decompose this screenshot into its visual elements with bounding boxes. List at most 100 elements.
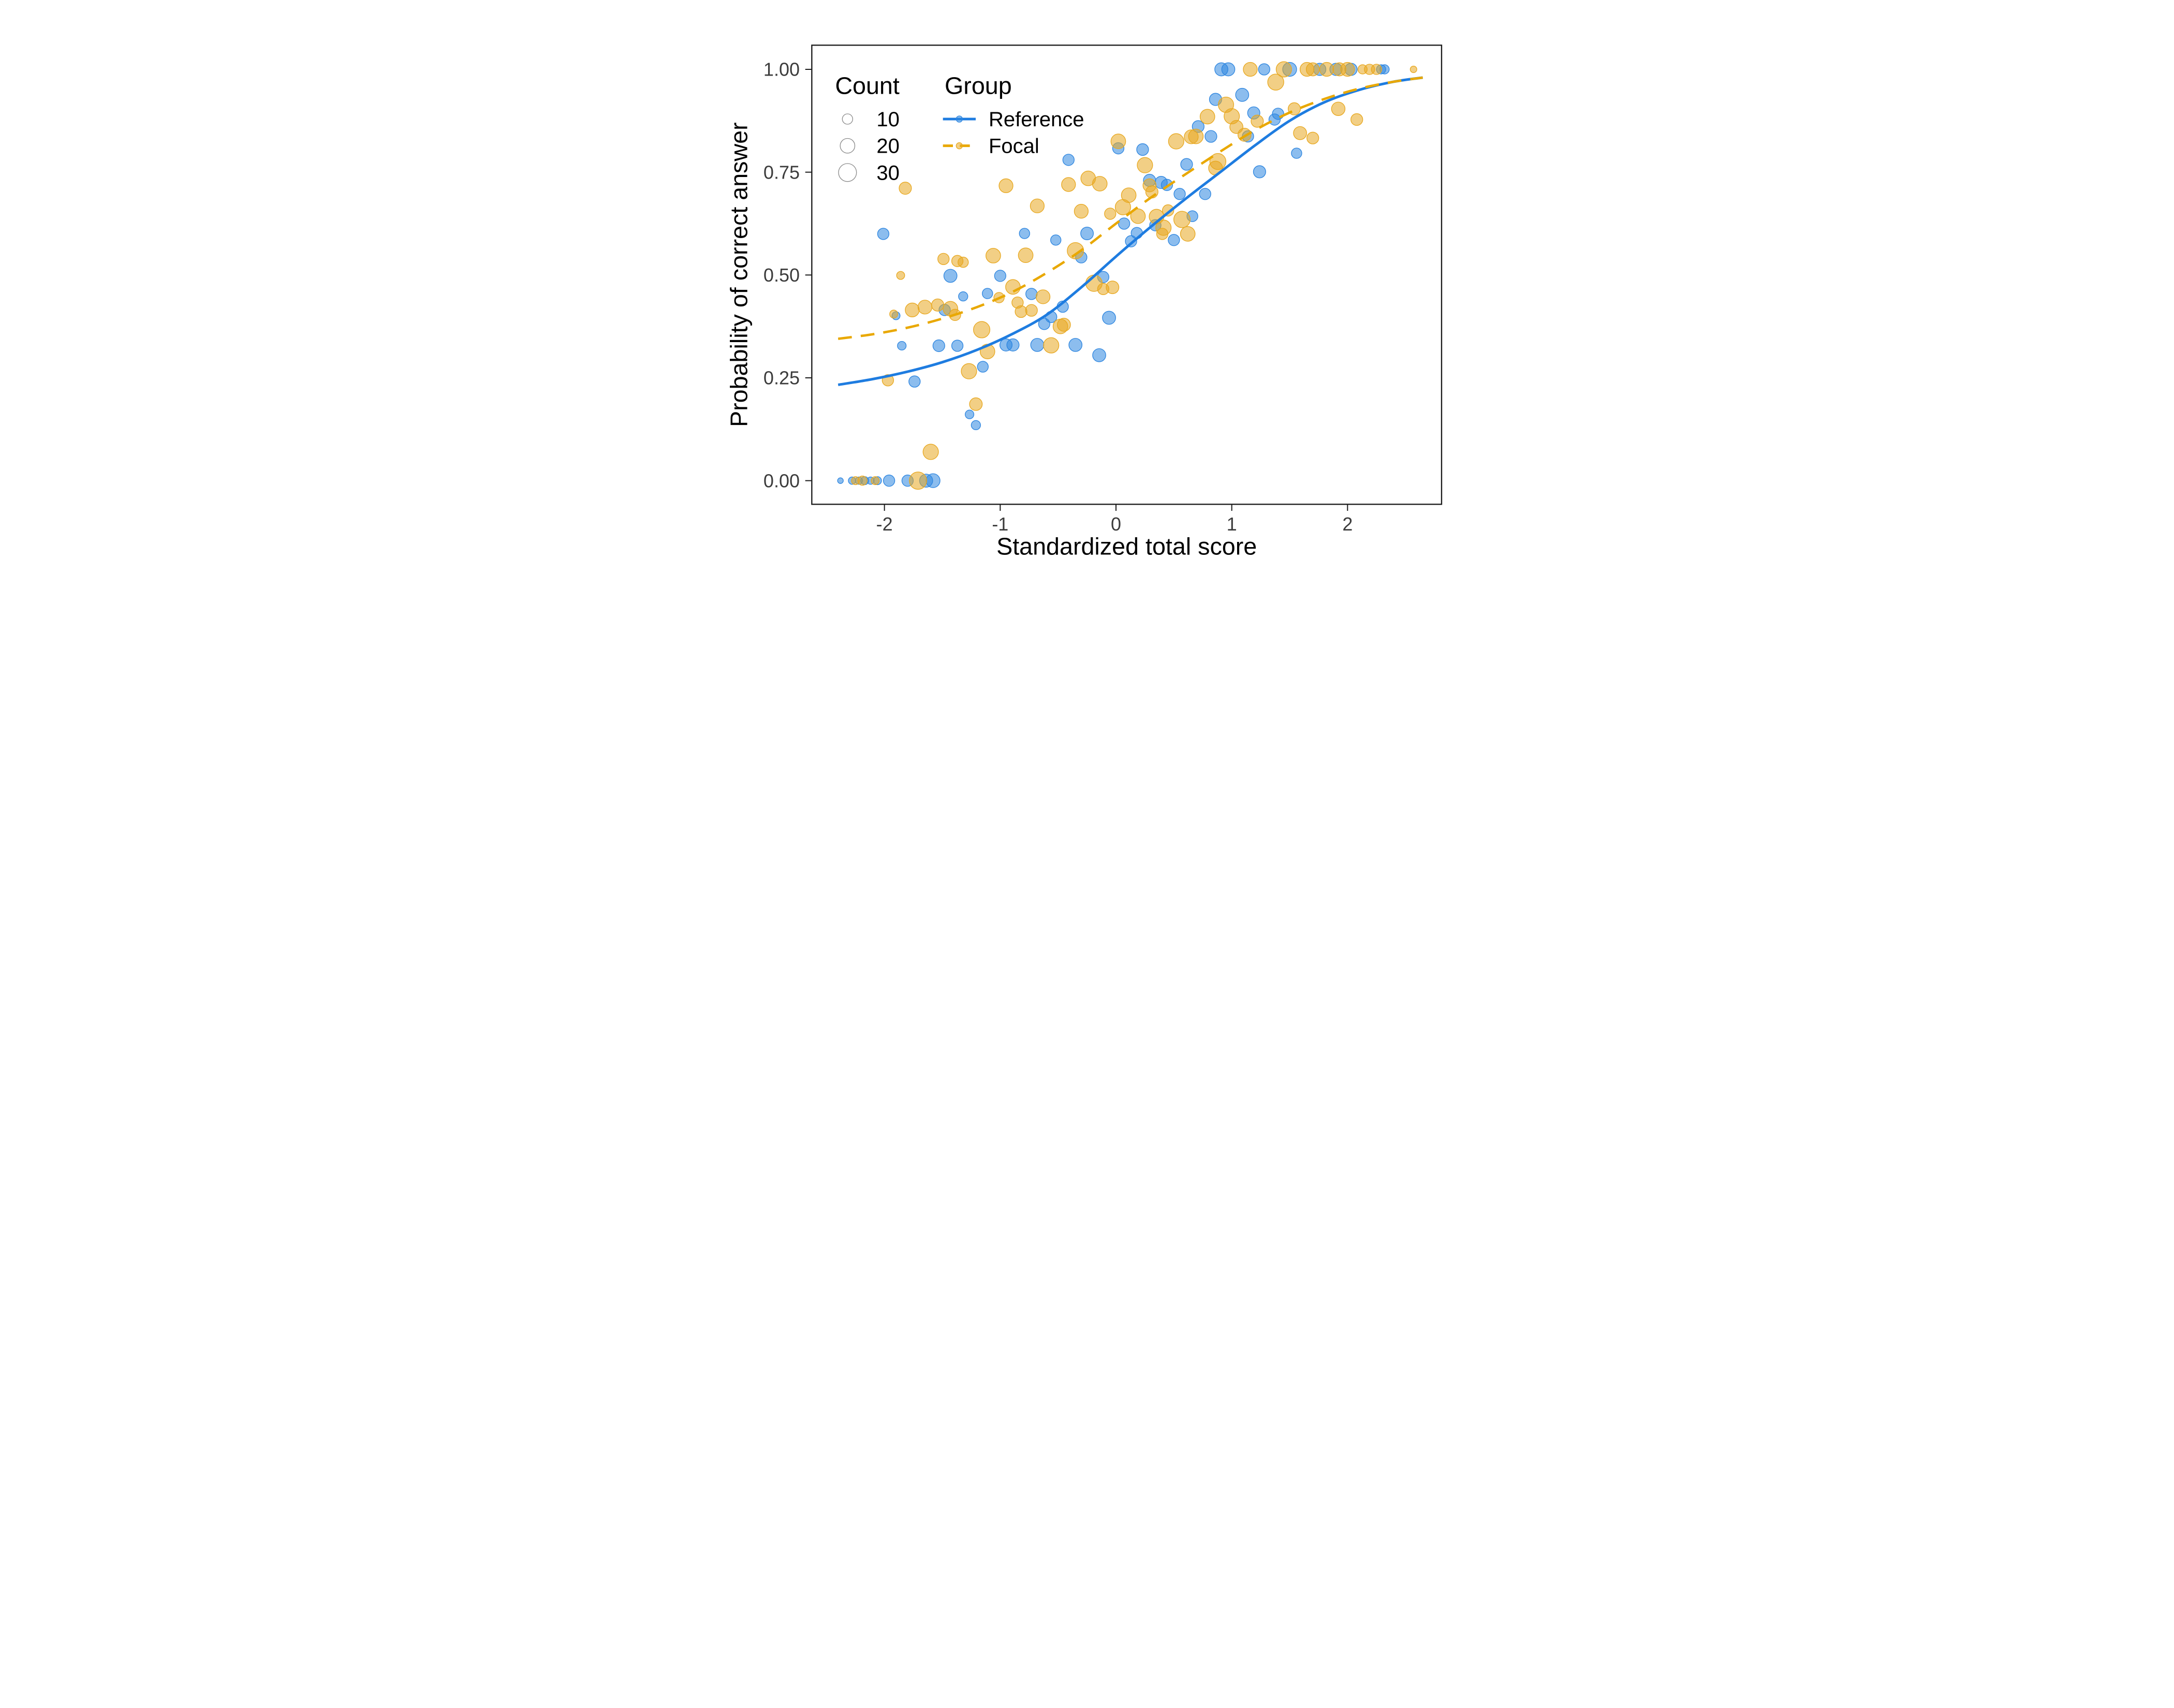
data-point-reference bbox=[1125, 235, 1137, 247]
legend-group-items: Reference Focal bbox=[943, 108, 1084, 158]
data-point-focal bbox=[889, 310, 898, 319]
data-point-reference bbox=[1199, 188, 1211, 200]
data-point-reference bbox=[951, 340, 964, 352]
data-point-focal bbox=[1173, 211, 1191, 228]
data-point-focal bbox=[1043, 337, 1060, 354]
data-point-reference bbox=[1204, 130, 1217, 143]
y-tick-label: 0.00 bbox=[763, 470, 800, 491]
data-point-reference bbox=[965, 409, 975, 419]
data-point-focal bbox=[909, 472, 927, 490]
y-tick-label: 1.00 bbox=[763, 59, 800, 80]
data-point-reference bbox=[971, 420, 981, 431]
data-point-reference bbox=[1050, 234, 1062, 246]
data-point-reference bbox=[1168, 234, 1180, 246]
legend-count-circle-10 bbox=[842, 113, 854, 125]
y-tick-label: 0.75 bbox=[763, 161, 800, 183]
data-point-reference bbox=[908, 375, 921, 388]
data-point-focal bbox=[961, 363, 977, 379]
data-point-reference bbox=[883, 475, 895, 487]
data-point-reference bbox=[1268, 113, 1281, 126]
x-tick-label: 1 bbox=[1227, 513, 1237, 535]
data-point-reference bbox=[977, 361, 989, 373]
data-point-focal bbox=[1104, 208, 1117, 220]
y-axis-ticks: 0.00 0.25 0.50 0.75 1.00 bbox=[763, 59, 812, 491]
data-point-focal bbox=[1267, 73, 1284, 91]
data-point-reference bbox=[1118, 217, 1130, 230]
data-point-reference bbox=[1025, 288, 1038, 300]
data-point-reference bbox=[1258, 63, 1270, 76]
y-tick-label: 0.25 bbox=[763, 367, 800, 389]
data-point-focal bbox=[1106, 281, 1120, 295]
data-point-focal bbox=[1015, 305, 1027, 318]
data-point-focal bbox=[1110, 134, 1126, 149]
plot-panel bbox=[811, 45, 1443, 505]
legend-count-circle-30 bbox=[838, 163, 857, 182]
legend-group-label-reference: Reference bbox=[989, 108, 1084, 131]
data-point-focal bbox=[1293, 126, 1307, 140]
data-point-focal bbox=[1184, 129, 1199, 144]
y-tick-label: 0.50 bbox=[763, 264, 800, 286]
data-point-reference bbox=[1136, 143, 1149, 156]
reference-curve bbox=[838, 76, 1423, 386]
x-axis: -2 -1 0 1 2 Standardized total score bbox=[876, 504, 1353, 560]
data-point-focal bbox=[857, 476, 868, 486]
data-point-focal bbox=[1074, 204, 1089, 219]
x-tick-label: 2 bbox=[1342, 513, 1353, 535]
data-point-focal bbox=[969, 397, 983, 411]
legend-key-point-reference bbox=[956, 115, 963, 123]
data-point-reference bbox=[994, 270, 1006, 282]
data-point-reference bbox=[1080, 227, 1094, 241]
data-point-focal bbox=[1168, 133, 1184, 150]
data-point-focal bbox=[899, 182, 912, 195]
data-point-reference bbox=[932, 339, 945, 352]
legend-count-items: 10 20 30 bbox=[838, 108, 900, 184]
x-tick-label: -1 bbox=[992, 513, 1008, 535]
data-point-reference bbox=[1006, 338, 1020, 351]
data-point-reference bbox=[1253, 165, 1266, 179]
data-point-reference bbox=[1291, 148, 1302, 159]
data-point-focal bbox=[1180, 226, 1196, 242]
panel-border bbox=[811, 45, 1443, 505]
data-point-focal bbox=[871, 476, 880, 485]
data-point-focal bbox=[1061, 177, 1076, 192]
y-axis-title: Probability of correct answer bbox=[725, 122, 752, 427]
data-point-reference bbox=[982, 288, 993, 299]
data-point-focal bbox=[1350, 113, 1363, 126]
scatter-plot: -2 -1 0 1 2 Standardized total score 0.00 0.2… bbox=[725, 45, 1443, 560]
data-point-reference bbox=[897, 341, 907, 351]
data-point-focal bbox=[922, 444, 939, 460]
data-point-reference bbox=[1221, 62, 1236, 77]
data-point-reference bbox=[1235, 87, 1250, 102]
data-point-focal bbox=[951, 255, 964, 267]
legend-count-circle-20 bbox=[840, 138, 856, 154]
x-tick-label: -2 bbox=[876, 513, 893, 535]
data-point-focal bbox=[1162, 204, 1174, 217]
data-point-focal bbox=[937, 253, 950, 265]
legend-count-label-10: 10 bbox=[876, 108, 900, 131]
data-point-reference bbox=[1102, 311, 1116, 325]
legend-count-label-30: 30 bbox=[876, 161, 900, 184]
data-point-focal bbox=[1305, 62, 1320, 77]
legend: Count Group 10 20 30 Reference Focal bbox=[835, 72, 1084, 185]
data-point-focal bbox=[1156, 228, 1169, 240]
fitted-curves-layer bbox=[838, 76, 1423, 386]
legend-key-point-focal bbox=[956, 142, 963, 150]
data-point-focal bbox=[1018, 247, 1034, 263]
x-axis-title: Standardized total score bbox=[996, 533, 1257, 560]
x-tick-label: 0 bbox=[1111, 513, 1121, 535]
data-point-reference bbox=[1030, 338, 1045, 352]
data-point-focal bbox=[917, 300, 933, 315]
data-point-focal bbox=[1306, 131, 1319, 144]
data-point-focal bbox=[1409, 66, 1417, 73]
data-point-focal bbox=[1199, 109, 1215, 125]
data-point-focal bbox=[973, 321, 991, 338]
legend-group-title: Group bbox=[945, 72, 1012, 99]
data-point-reference bbox=[1173, 188, 1186, 200]
legend-count-label-20: 20 bbox=[876, 135, 900, 158]
data-point-focal bbox=[896, 271, 905, 280]
data-point-focal bbox=[1092, 176, 1108, 192]
data-point-focal bbox=[1005, 279, 1021, 295]
data-point-reference bbox=[1068, 338, 1083, 352]
data-point-focal bbox=[905, 302, 920, 317]
x-axis-ticks: -2 -1 0 1 2 bbox=[876, 504, 1353, 535]
